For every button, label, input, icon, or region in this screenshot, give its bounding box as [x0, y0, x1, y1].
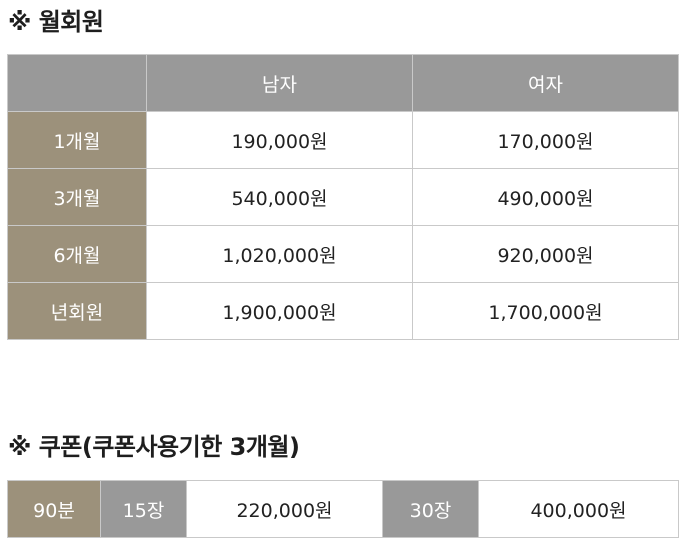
row-label: 1개월 [7, 111, 147, 169]
table-row: 년회원 1,900,000원 1,700,000원 [7, 282, 679, 340]
coupon-count: 30장 [382, 480, 479, 538]
header-empty-cell [7, 54, 147, 112]
header-female: 여자 [412, 54, 679, 112]
table-row: 6개월 1,020,000원 920,000원 [7, 225, 679, 283]
coupon-row: 90분 15장 220,000원 30장 400,000원 [7, 480, 679, 538]
row-label: 3개월 [7, 168, 147, 226]
female-price: 490,000원 [412, 168, 679, 226]
row-label: 6개월 [7, 225, 147, 283]
membership-title: ※ 월회원 [8, 8, 104, 36]
male-price: 1,900,000원 [146, 282, 413, 340]
male-price: 1,020,000원 [146, 225, 413, 283]
table-row: 1개월 190,000원 170,000원 [7, 111, 679, 169]
coupon-count: 15장 [100, 480, 187, 538]
male-price: 540,000원 [146, 168, 413, 226]
coupon-price: 220,000원 [186, 480, 383, 538]
male-price: 190,000원 [146, 111, 413, 169]
female-price: 170,000원 [412, 111, 679, 169]
female-price: 920,000원 [412, 225, 679, 283]
coupon-price: 400,000원 [478, 480, 679, 538]
membership-price-table: 남자 여자 1개월 190,000원 170,000원 3개월 540,000원… [7, 54, 679, 340]
row-label: 년회원 [7, 282, 147, 340]
table-row: 3개월 540,000원 490,000원 [7, 168, 679, 226]
header-male: 남자 [146, 54, 413, 112]
coupon-duration: 90분 [7, 480, 101, 538]
coupon-title: ※ 쿠폰(쿠폰사용기한 3개월) [8, 433, 300, 461]
coupon-price-table: 90분 15장 220,000원 30장 400,000원 [7, 480, 679, 538]
table-header-row: 남자 여자 [7, 54, 679, 112]
female-price: 1,700,000원 [412, 282, 679, 340]
